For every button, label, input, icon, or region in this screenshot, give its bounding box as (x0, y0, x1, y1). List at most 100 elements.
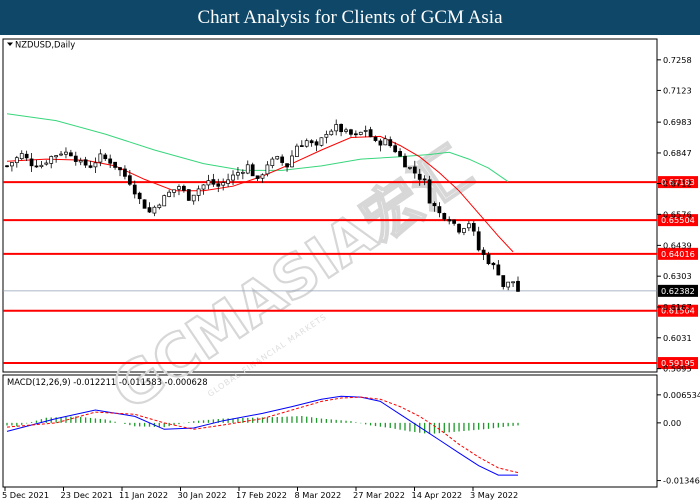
candle-body (59, 153, 63, 156)
candle-body (88, 165, 93, 168)
price-tick-label: 0.6983 (663, 117, 692, 127)
candle-body (73, 155, 78, 162)
macd-signal-line (6, 396, 519, 474)
candle-body (236, 172, 240, 176)
symbol-timeframe-label: NZDUSD,Daily (15, 40, 75, 50)
macd-line (6, 395, 518, 476)
candle-body (270, 158, 275, 166)
candle-body (398, 151, 402, 157)
macd-label: MACD(12,26,9) -0.012211 -0.011583 -0.000… (7, 377, 208, 387)
candle-body (319, 137, 324, 146)
level-price-label: 0.59195 (661, 358, 695, 368)
date-axis: 5 Dec 2021 23 Dec 2021 11 Jan 2022 30 Jan 2… (2, 487, 518, 500)
candle-body (132, 184, 137, 195)
candle-body (78, 160, 83, 163)
date-tick-label: 14 Apr 2022 (412, 490, 463, 500)
candle-body (83, 159, 88, 166)
candle-body (147, 207, 152, 213)
macd-indicator: 0.006534 0.00 -0.013464 (6, 390, 700, 486)
price-tick-label: 0.6847 (663, 148, 692, 158)
candle-body (339, 123, 343, 133)
candle-body (314, 141, 319, 146)
candle-body (103, 154, 108, 160)
candle-body (260, 174, 265, 179)
candle-body (157, 204, 162, 208)
price-axis: 0.7258 0.7123 0.6983 0.6847 0.6712 0.6576 0.64… (657, 55, 692, 374)
candle-body (373, 136, 378, 141)
candle-body (98, 153, 103, 163)
candle-body (177, 186, 181, 190)
price-tick-label: 0.7258 (663, 55, 692, 65)
candle-body (353, 133, 358, 136)
price-chart: GCMASIA宏汇 GLOBAL FINANCIAL MARKETS 0.671… (2, 38, 700, 500)
date-tick-label: 11 Jan 2022 (119, 490, 168, 500)
candle-body (378, 140, 383, 146)
candle-body (201, 184, 206, 190)
candle-body (93, 162, 98, 168)
level-price-box (658, 304, 698, 317)
macd-tick-label: 0.006534 (663, 390, 700, 400)
candle-body (422, 178, 427, 181)
candle-body (457, 223, 461, 233)
candle-body (427, 179, 432, 204)
candle-body (462, 228, 466, 233)
candle-body (196, 188, 201, 196)
macd-tick-label: -0.013464 (663, 476, 700, 486)
current-price-label: 0.62382 (661, 286, 695, 296)
level-price-label: 0.61504 (661, 306, 695, 316)
level-price-box (658, 247, 698, 260)
candle-body (5, 165, 9, 168)
macd-tick-label: 0.00 (663, 418, 681, 428)
price-tick-label: 0.6303 (663, 271, 692, 281)
candle-body (39, 164, 44, 167)
main-pane-frame (2, 38, 658, 373)
candle-body (344, 129, 348, 132)
candle-body (44, 162, 49, 165)
slow-moving-average-line (6, 113, 509, 183)
candle-body (295, 145, 299, 157)
candle-body (388, 139, 393, 147)
candle-body (265, 164, 270, 175)
dropdown-triangle-icon (7, 42, 13, 46)
candle-body (182, 185, 186, 191)
candle-body (240, 171, 245, 174)
candle-body (506, 281, 511, 288)
price-tick-label: 0.6712 (663, 179, 692, 189)
price-tick-label: 0.6167 (663, 302, 692, 312)
candle-body (49, 156, 54, 164)
candle-body (162, 195, 167, 207)
candle-body (476, 231, 481, 251)
candle-body (471, 223, 476, 232)
candle-body (19, 153, 24, 160)
candle-body (324, 134, 329, 138)
candle-body (501, 275, 506, 287)
candle-body (113, 161, 117, 168)
candle-body (447, 219, 452, 222)
candle-body (250, 164, 255, 177)
candle-body (368, 129, 373, 138)
date-tick-label: 27 Mar 2022 (353, 490, 405, 500)
candle-body (226, 179, 230, 184)
date-tick-label: 5 Dec 2021 (2, 490, 49, 500)
candle-body (10, 162, 14, 167)
candle-body (172, 189, 176, 193)
candle-body (14, 157, 19, 164)
candle-body (491, 262, 496, 266)
level-price-label: 0.64016 (661, 249, 695, 259)
date-tick-label: 17 Feb 2022 (236, 490, 287, 500)
level-price-label: 0.67183 (661, 177, 695, 187)
candle-body (481, 249, 486, 255)
candle-body (437, 206, 442, 214)
candle-body (137, 192, 142, 200)
price-tick-label: 0.6439 (663, 240, 692, 250)
candle-body (211, 179, 216, 185)
candle-body (516, 280, 520, 292)
candle-body (29, 158, 34, 167)
candle-body (408, 166, 412, 169)
candle-body (275, 156, 280, 160)
macd-pane-frame (2, 374, 658, 488)
candle-body (349, 129, 353, 135)
candle-body (191, 194, 196, 202)
candle-body (123, 168, 127, 177)
candle-body (142, 199, 147, 209)
